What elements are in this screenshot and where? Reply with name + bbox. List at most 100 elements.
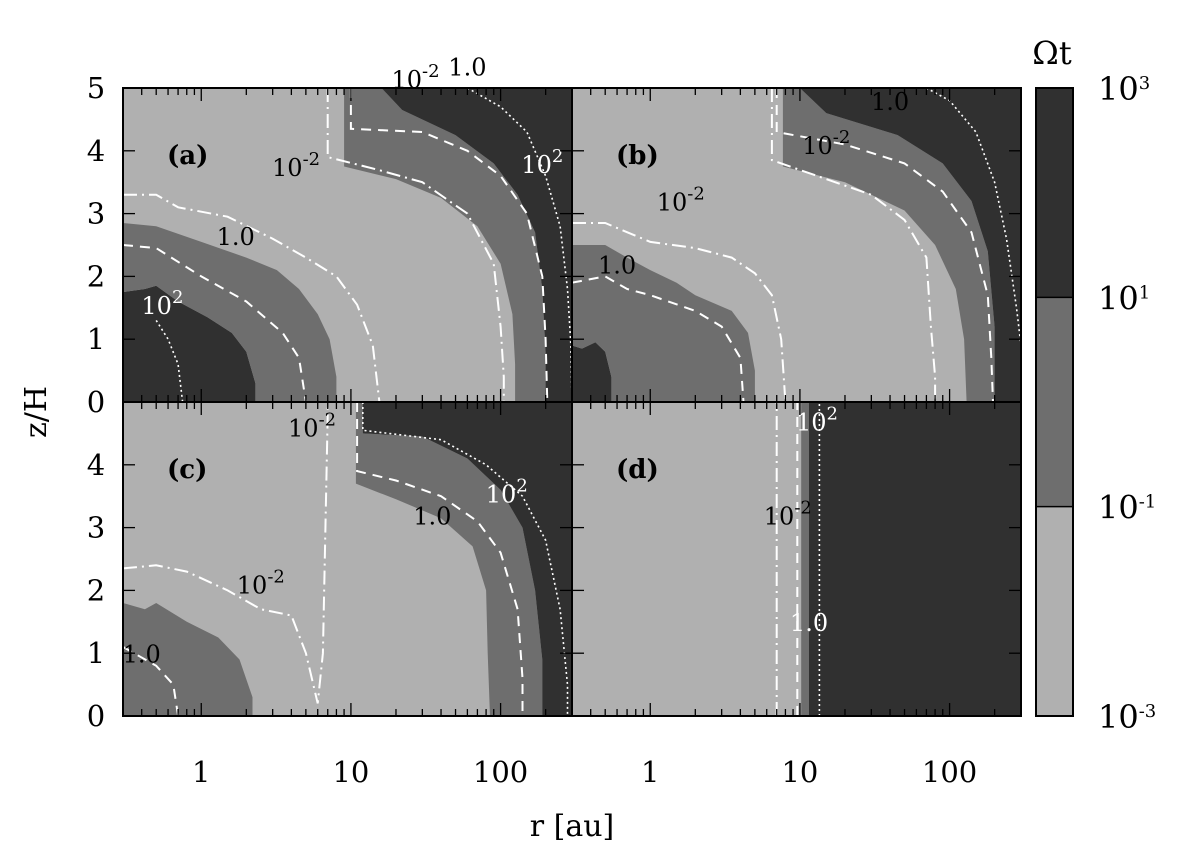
contour-line-dashdot (326, 88, 505, 402)
contour-label-exponent: 2 (552, 146, 563, 167)
contour-label: 1.0 (598, 251, 636, 279)
x-tick-label: 10 (332, 755, 369, 789)
colorbar-tick-label: 101 (1098, 279, 1150, 317)
contour-label: 1.0 (217, 223, 255, 251)
colorbar-tick-label-base: 10 (1098, 698, 1139, 736)
level-region (123, 603, 253, 716)
contour-label-exponent: -2 (687, 183, 705, 204)
colorbar-frame (1035, 87, 1074, 717)
contour-line-dotted (155, 319, 184, 402)
contour-label: 10-2 (288, 410, 336, 443)
contour-line-dashdot (123, 402, 329, 704)
contour-line-dashed (356, 402, 524, 716)
axes-layer: z/H r [au] 0 1 2 3 4 5 0 1 2 3 4 1 10 100 1 10 100 (19, 71, 977, 844)
contour-label-base: 1.0 (217, 223, 255, 251)
x-axis-title: r [au] (530, 809, 615, 844)
contour-line-dashdot (123, 193, 381, 402)
contour-label-exponent: 2 (516, 475, 527, 496)
contour-label: 102 (521, 146, 563, 179)
y-tick-label: 2 (87, 573, 105, 607)
contour-line-dashdot (572, 222, 787, 402)
contour-label-exponent: -2 (422, 61, 440, 82)
level-region (572, 342, 612, 402)
colorbar-tick-label-exponent: -3 (1139, 701, 1157, 722)
contour-label-base: 10 (237, 572, 268, 600)
level-region (381, 88, 572, 402)
colorbar-tick-label: 103 (1098, 70, 1150, 108)
contour-label-base: 10 (288, 415, 319, 443)
x-tick-label: 100 (922, 755, 977, 789)
level-region (782, 88, 995, 402)
contour-label-exponent: -2 (303, 149, 321, 170)
x-tick-label: 1 (641, 755, 659, 789)
level-region (362, 402, 572, 716)
colorbar-tick-label-base: 10 (1098, 489, 1139, 527)
contour-line-dashdot (770, 88, 937, 402)
y-tick-label: 0 (87, 699, 105, 733)
y-tick-label: 3 (87, 197, 105, 231)
colorbar-swatch (1036, 506, 1073, 716)
contour-label: 1.0 (413, 502, 451, 530)
y-tick-label: 0 (87, 385, 105, 419)
colorbar-tick-label-exponent: -1 (1139, 492, 1157, 513)
contour-label-base: 10 (521, 151, 552, 179)
colorbar-title: Ωt (1032, 34, 1072, 72)
panel-frame (571, 401, 1022, 717)
contour-line-dashed (123, 646, 180, 716)
contour-label-base: 10 (486, 480, 517, 508)
contour-label-base: 1.0 (790, 609, 828, 637)
y-axis-title: z/H (19, 386, 54, 438)
contour-label-exponent: -2 (833, 127, 851, 148)
colorbar-tick-label-exponent: 3 (1139, 73, 1150, 94)
contour-label-base: 10 (796, 408, 827, 436)
contour-label-base: 1.0 (123, 641, 161, 669)
panel-label: (d) (616, 455, 659, 485)
level-region (123, 223, 337, 402)
contour-label: 102 (796, 403, 838, 436)
level-region (801, 402, 809, 716)
colorbar-swatch (1036, 88, 1073, 298)
contour-label-exponent: -2 (267, 567, 285, 588)
contour-line-dashed (572, 275, 745, 402)
y-tick-label: 1 (87, 636, 105, 670)
level-region (355, 402, 543, 716)
panel-label: (c) (167, 455, 207, 485)
level-region (123, 285, 256, 402)
panel-plot-area (572, 88, 1021, 402)
contour-label-base: 10 (802, 132, 833, 160)
colorbar-tick-label-base: 10 (1098, 279, 1139, 317)
panel-label: (b) (616, 141, 659, 171)
level-region (572, 245, 755, 402)
colorbar-tick-label: 10-1 (1098, 489, 1156, 527)
panel-label: (a) (167, 141, 208, 171)
y-tick-label: 3 (87, 511, 105, 545)
y-tick-label: 4 (87, 448, 105, 482)
contour-label-base: 1.0 (448, 53, 486, 81)
panel-ticks (571, 401, 1022, 717)
contour-label: 102 (486, 475, 528, 508)
panel-plot-area (123, 88, 572, 402)
contour-label: 10-2 (237, 567, 285, 600)
contour-label-base: 10 (657, 188, 688, 216)
y-tick-label: 4 (87, 134, 105, 168)
colorbar-tick-label-exponent: 1 (1139, 282, 1150, 303)
contour-label: 10-2 (764, 497, 812, 530)
contour-label-base: 10 (764, 502, 795, 530)
contour-label: 10-2 (272, 149, 320, 182)
colorbar-tick-label-base: 10 (1098, 70, 1139, 108)
y-tick-label: 5 (87, 71, 105, 105)
level-region (344, 88, 546, 402)
contour-label-base: 10 (141, 292, 172, 320)
panel-plot-area (572, 402, 1021, 716)
contour-label-base: 10 (940, 47, 971, 75)
contour-label-base: 10 (272, 154, 303, 182)
contour-label: 102 (940, 42, 982, 75)
contour-label: 102 (141, 287, 183, 320)
contour-label-exponent: 2 (827, 403, 838, 424)
